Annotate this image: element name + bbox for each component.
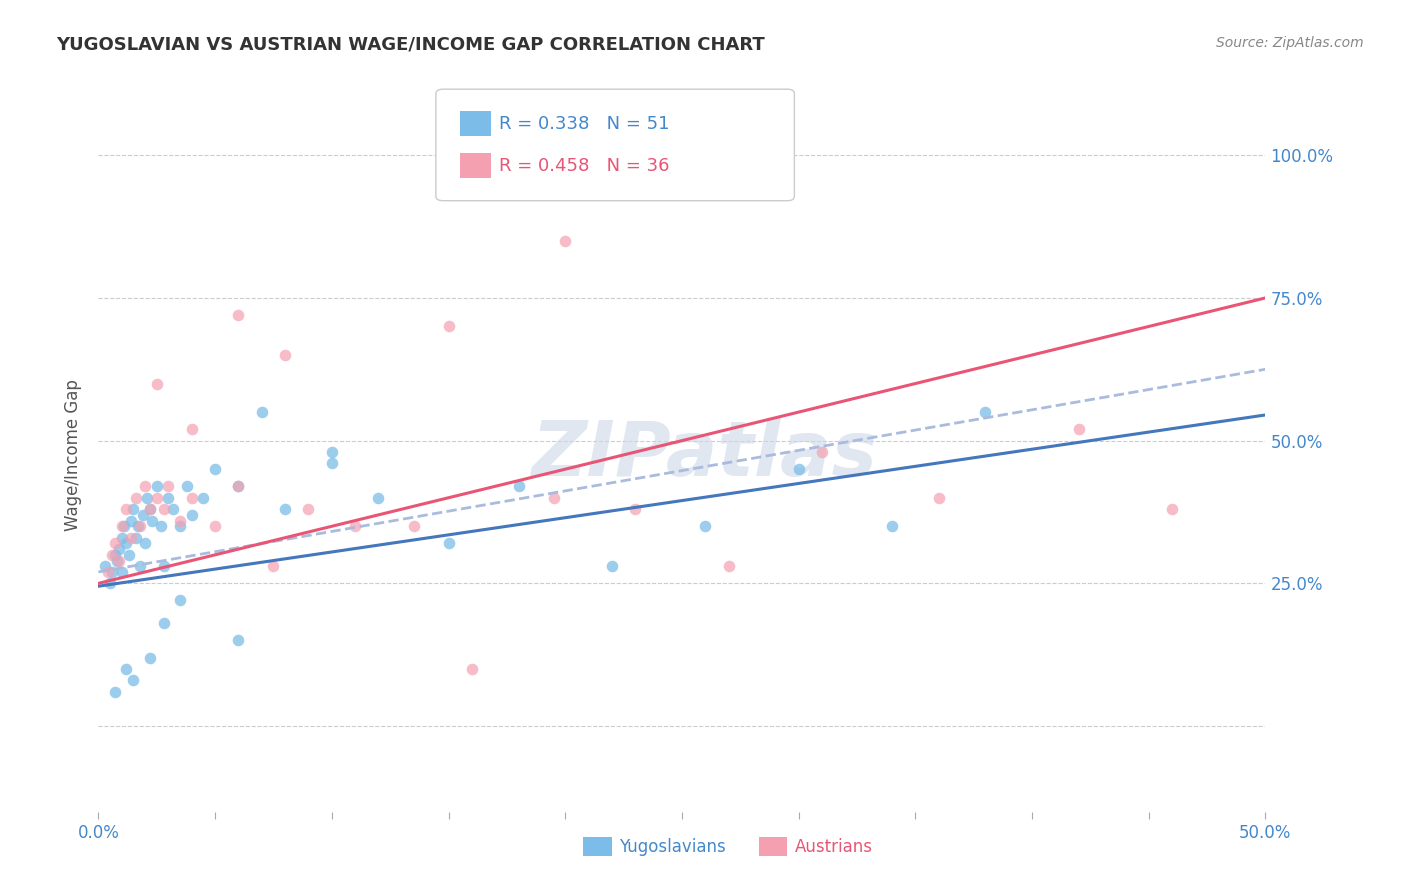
Point	[204, 519, 226, 533]
Point	[146, 491, 169, 505]
Point	[554, 234, 576, 248]
Point	[974, 405, 997, 419]
Point	[157, 479, 180, 493]
Point	[367, 491, 389, 505]
Point	[274, 502, 297, 516]
Point	[162, 502, 184, 516]
Point	[262, 559, 284, 574]
Point	[193, 491, 215, 505]
Point	[811, 445, 834, 459]
Point	[624, 502, 647, 516]
Point	[180, 422, 202, 436]
Text: ZIPatlas: ZIPatlas	[533, 418, 879, 491]
Point	[152, 559, 174, 574]
Point	[169, 519, 191, 533]
Text: R = 0.458   N = 36: R = 0.458 N = 36	[499, 157, 669, 175]
Point	[122, 673, 145, 688]
Point	[543, 491, 565, 505]
Point	[880, 519, 903, 533]
Point	[111, 531, 134, 545]
Point	[111, 565, 134, 579]
Text: Austrians: Austrians	[794, 838, 872, 855]
Point	[141, 514, 163, 528]
Point	[508, 479, 530, 493]
Point	[461, 662, 484, 676]
Text: Yugoslavians: Yugoslavians	[619, 838, 725, 855]
Point	[104, 548, 127, 562]
Point	[118, 548, 141, 562]
Point	[228, 308, 250, 322]
Point	[169, 593, 191, 607]
Point	[402, 519, 425, 533]
Point	[204, 462, 226, 476]
Point	[146, 376, 169, 391]
Point	[104, 685, 127, 699]
Point	[695, 519, 717, 533]
Point	[321, 457, 343, 471]
Point	[98, 576, 121, 591]
Point	[129, 519, 152, 533]
Point	[1161, 502, 1184, 516]
Point	[600, 559, 623, 574]
Point	[152, 502, 174, 516]
Point	[139, 502, 162, 516]
Point	[120, 514, 142, 528]
Point	[108, 542, 131, 557]
Point	[134, 536, 156, 550]
Point	[115, 662, 138, 676]
Point	[157, 491, 180, 505]
Point	[101, 565, 124, 579]
Point	[129, 559, 152, 574]
Point	[150, 519, 173, 533]
Point	[152, 616, 174, 631]
Point	[139, 502, 162, 516]
Point	[134, 479, 156, 493]
Point	[112, 519, 135, 533]
Point	[228, 479, 250, 493]
Point	[344, 519, 367, 533]
Point	[105, 553, 128, 567]
Point	[297, 502, 319, 516]
Point	[169, 514, 191, 528]
Point	[139, 650, 162, 665]
Point	[180, 491, 202, 505]
Point	[928, 491, 950, 505]
Text: Source: ZipAtlas.com: Source: ZipAtlas.com	[1216, 36, 1364, 50]
Point	[104, 536, 127, 550]
Point	[274, 348, 297, 362]
Point	[180, 508, 202, 522]
Y-axis label: Wage/Income Gap: Wage/Income Gap	[65, 379, 83, 531]
Point	[115, 502, 138, 516]
Point	[122, 502, 145, 516]
Point	[176, 479, 198, 493]
Point	[228, 633, 250, 648]
Point	[101, 548, 124, 562]
Point	[125, 491, 148, 505]
Point	[787, 462, 810, 476]
Point	[1067, 422, 1090, 436]
Point	[120, 531, 142, 545]
Point	[111, 519, 134, 533]
Point	[321, 445, 343, 459]
Point	[250, 405, 273, 419]
Point	[146, 479, 169, 493]
Point	[136, 491, 159, 505]
Point	[108, 553, 131, 567]
Point	[437, 536, 460, 550]
Point	[94, 559, 117, 574]
Point	[228, 479, 250, 493]
Point	[125, 531, 148, 545]
Point	[97, 565, 120, 579]
Point	[115, 536, 138, 550]
Text: R = 0.338   N = 51: R = 0.338 N = 51	[499, 115, 669, 133]
Text: YUGOSLAVIAN VS AUSTRIAN WAGE/INCOME GAP CORRELATION CHART: YUGOSLAVIAN VS AUSTRIAN WAGE/INCOME GAP …	[56, 36, 765, 54]
Point	[127, 519, 149, 533]
Point	[132, 508, 155, 522]
Point	[717, 559, 740, 574]
Point	[437, 319, 460, 334]
